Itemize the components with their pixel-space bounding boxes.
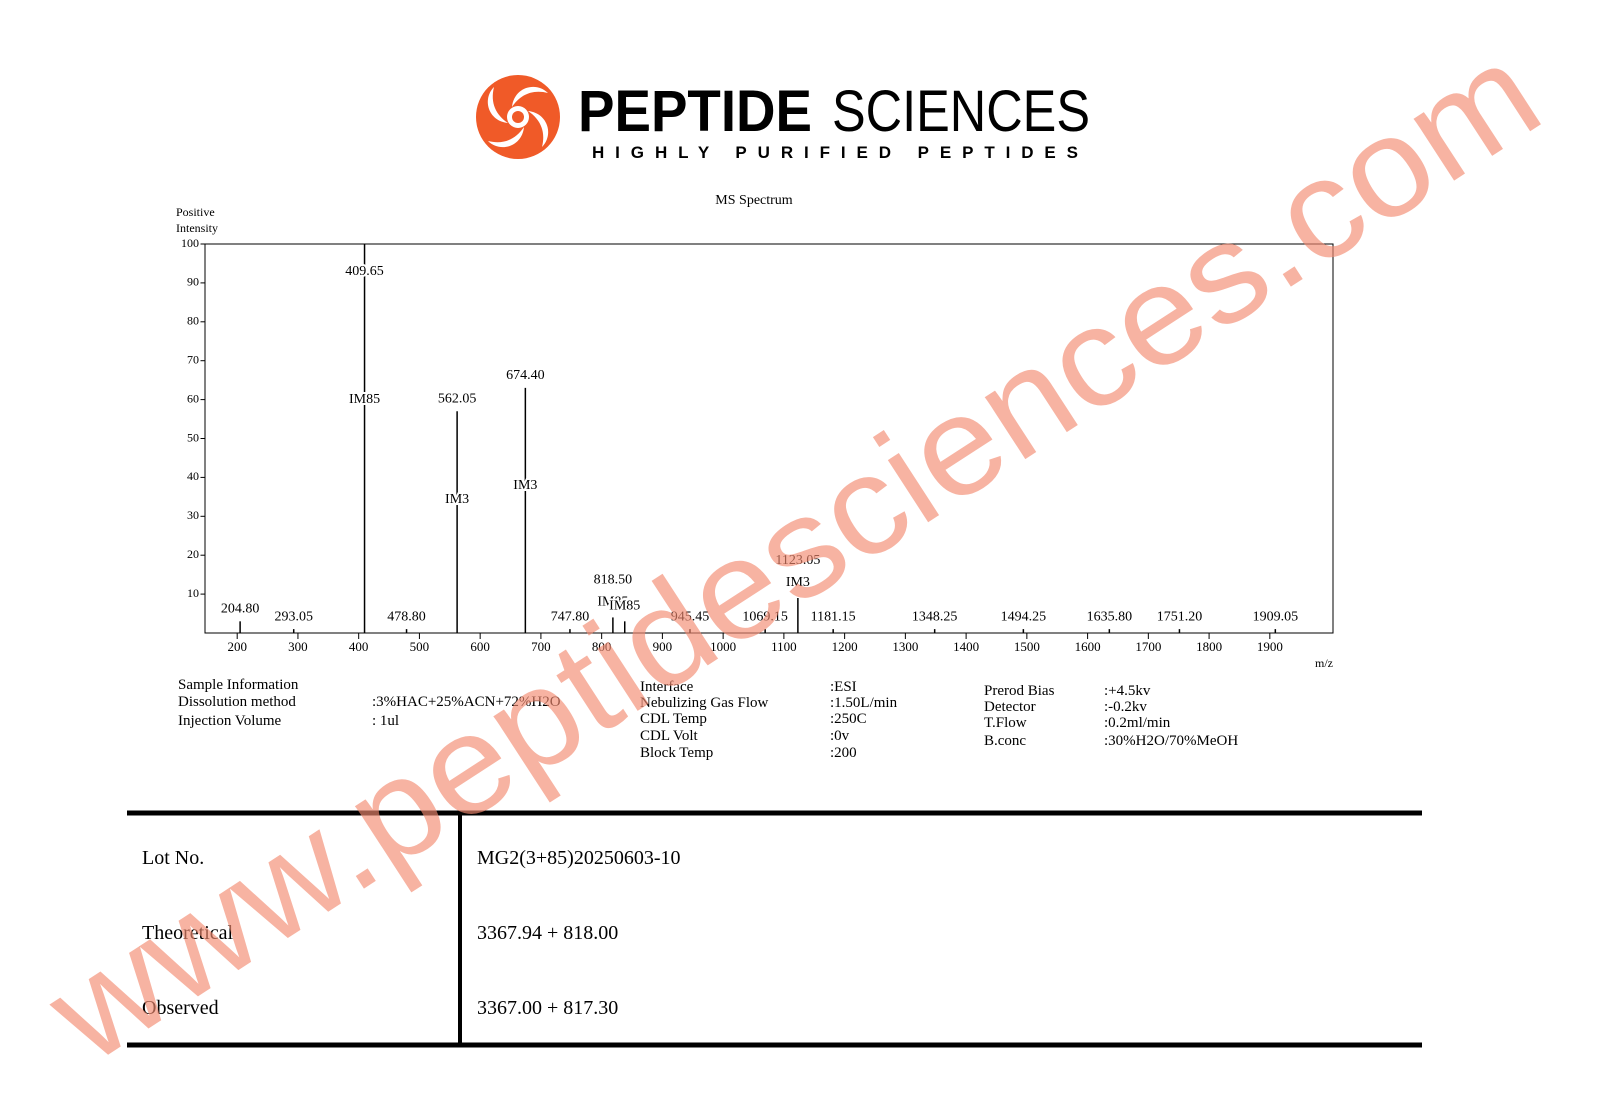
x-tick-label: 1000 [710,639,736,654]
x-tick-label: 400 [349,639,369,654]
x-tick-label: 300 [288,639,308,654]
peak-label: 818.50 [594,573,633,588]
x-tick-label: 200 [227,639,247,654]
x-tick-label: 1100 [771,639,797,654]
x-tick-label: 1700 [1135,639,1161,654]
brand-light: SCIENCES [832,79,1090,144]
y-tick-label: 10 [187,586,199,600]
info-value: :1.50L/min [830,695,898,711]
table-label: Lot No. [142,847,204,869]
chart-title: MS Spectrum [715,193,793,208]
info-label: Nebulizing Gas Flow [640,695,768,711]
y-tick-label: 90 [187,275,199,289]
peak-label: 409.65 [345,264,384,279]
peak-label: 293.05 [274,609,313,624]
y-tick-label: 40 [187,469,199,483]
peak-tag: IM3 [445,492,469,507]
peak-label: 204.80 [221,602,260,617]
peak-label: 1909.05 [1253,609,1299,624]
info-title: Sample Information [178,677,299,693]
info-value: :250C [830,711,867,727]
x-tick-label: 1500 [1014,639,1040,654]
peak-label: 1751.20 [1157,609,1203,624]
info-value: :ESI [830,679,857,695]
info-value: : 1ul [372,713,399,729]
x-tick-label: 600 [470,639,490,654]
peak-label: 478.80 [387,609,426,624]
x-tick-label: 1200 [832,639,858,654]
info-label: Prerod Bias [984,683,1055,699]
tagline: HIGHLY PURIFIED PEPTIDES [592,143,1078,162]
peak-label: 1069.15 [742,609,788,624]
result-table: Lot No. MG2(3+85)20250603-10 Theoretical 33… [127,810,1422,1048]
x-tick-label: 1600 [1075,639,1101,654]
x-tick-label: 1300 [892,639,918,654]
info-value: :-0.2kv [1104,699,1147,715]
peak-label: 674.40 [506,368,545,383]
info-label: Detector [984,699,1036,715]
watermark: www.peptidesciences.com [20,12,1566,1092]
peak-label: 945.45 [671,609,710,624]
table-label: Theoretical [142,922,233,944]
info-value: :0v [830,728,850,744]
y-tick-label: 70 [187,352,199,366]
info-label: Dissolution method [178,694,296,710]
info-label: Interface [640,679,694,695]
peak-tag: IM85 [597,595,628,610]
info-label: Injection Volume [178,713,282,729]
peak-label: 562.05 [438,391,477,406]
y-tick-label: 60 [187,391,199,405]
y-axis-label: Positive [176,205,215,219]
x-tick-label: 700 [531,639,551,654]
x-tick-label: 1900 [1257,639,1283,654]
spectrum-chart: MS Spectrum Positive Intensity m/z 200 30… [174,191,1335,672]
info-label: CDL Volt [640,728,698,744]
table-value: 3367.94 + 818.00 [477,922,618,944]
peak-label: 1494.25 [1001,609,1047,624]
peak-label: 747.80 [551,609,590,624]
peak-label: 1123.05 [775,553,820,568]
x-axis-label: m/z [1315,656,1333,670]
info-value: :3%HAC+25%ACN+72%H2O [372,694,561,710]
y-axis-label: Intensity [176,221,218,235]
x-tick-label: 800 [592,639,612,654]
table-value: 3367.00 + 817.30 [477,997,618,1019]
peak-label: 1181.15 [811,609,856,624]
y-tick-label: 20 [187,547,199,561]
y-tick-label: 50 [187,430,199,444]
peak-tag: IM85 [349,392,380,407]
x-tick-label: 1800 [1196,639,1222,654]
info-label: T.Flow [984,715,1027,731]
peak-label: 1348.25 [912,609,958,624]
info-label: Block Temp [640,745,713,761]
y-tick-label: 100 [181,236,199,250]
logo [476,75,560,159]
info-value: :30%H2O/70%MeOH [1104,733,1238,749]
brand-bold: PEPTIDE [578,79,812,144]
info-value: :200 [830,745,857,761]
info-value: :+4.5kv [1104,683,1151,699]
peak-tag: IM3 [786,575,810,590]
peak-label: 1635.80 [1087,609,1133,624]
info-value: :0.2ml/min [1104,715,1171,731]
x-tick-label: 1400 [953,639,979,654]
x-tick-label: 900 [653,639,673,654]
sample-info: Sample Information Dissolution method :3%… [178,677,1238,761]
y-tick-label: 80 [187,314,199,328]
table-label: Observed [142,997,219,1019]
x-tick-label: 500 [410,639,430,654]
peak-tag: IM3 [513,478,537,493]
info-label: B.conc [984,733,1026,749]
table-value: MG2(3+85)20250603-10 [477,847,681,869]
y-tick-label: 30 [187,508,199,522]
peak-tag: IM85 [609,599,640,614]
info-label: CDL Temp [640,711,707,727]
